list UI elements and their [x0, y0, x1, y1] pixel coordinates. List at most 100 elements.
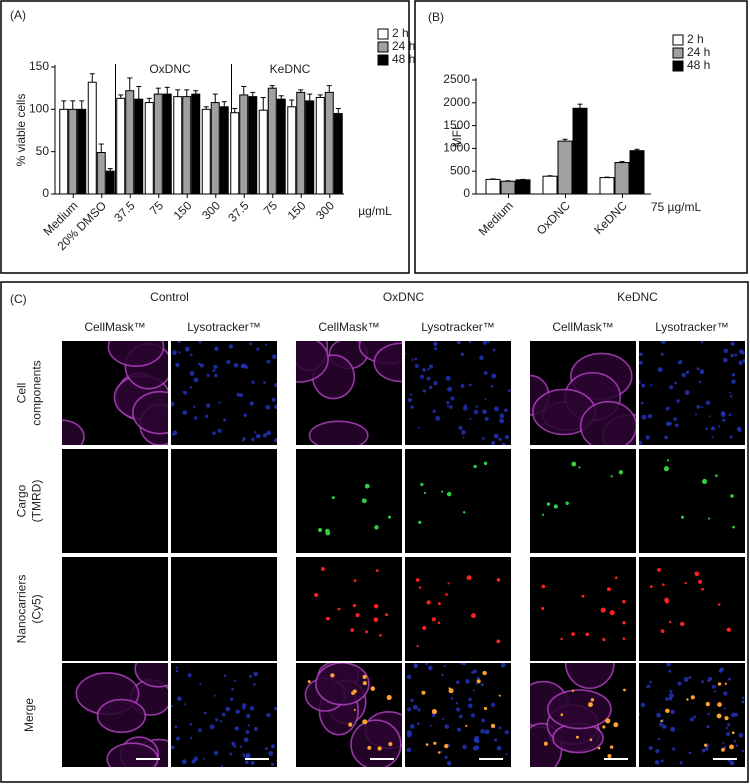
lysosome: [742, 359, 745, 363]
bar: [219, 106, 229, 195]
particle: [708, 517, 711, 520]
lysosome: [199, 363, 204, 368]
lysosome: [507, 389, 511, 392]
lysosome: [468, 341, 472, 344]
particle: [437, 602, 441, 606]
lysosome: [696, 367, 700, 371]
lysosome: [670, 726, 676, 732]
lysosome: [639, 360, 643, 365]
legend-label: 24 h: [687, 45, 710, 59]
lysosome: [455, 680, 460, 685]
particle: [609, 610, 615, 616]
particle: [571, 689, 575, 692]
lysosome: [406, 747, 412, 753]
lysosome: [249, 674, 253, 678]
particle: [618, 470, 624, 475]
lysosome: [253, 683, 256, 686]
bar: [557, 140, 573, 195]
lysosome: [720, 412, 726, 418]
lysosome: [482, 409, 487, 415]
particle: [431, 617, 436, 622]
lysosome: [262, 433, 267, 438]
bar: [599, 177, 615, 195]
lysosome: [189, 736, 193, 740]
lysosome: [193, 405, 196, 408]
particle: [585, 632, 590, 637]
lysosome: [221, 712, 226, 717]
micrograph: [639, 449, 745, 553]
lysosome: [734, 712, 739, 717]
lysosome: [253, 726, 258, 732]
lysosome: [440, 750, 443, 753]
panel-label: (C): [10, 292, 27, 306]
lysosome: [699, 369, 705, 375]
lysosome: [228, 344, 233, 349]
lysosome: [274, 404, 277, 410]
particle: [694, 571, 700, 577]
lysosome: [417, 708, 421, 712]
particle: [721, 747, 725, 752]
lysosome: [413, 664, 418, 669]
micrograph: [296, 557, 402, 661]
lysosome: [445, 375, 451, 381]
lysosome: [220, 765, 224, 767]
particle: [307, 680, 311, 684]
lysosome: [429, 385, 433, 390]
bar: [96, 152, 106, 195]
cell-outline: [96, 698, 147, 734]
lysosome: [175, 666, 178, 669]
lysosome: [417, 426, 420, 429]
legend-label: 2 h: [687, 32, 704, 46]
bar: [59, 108, 69, 195]
lysosome: [204, 414, 209, 419]
lysosome: [219, 719, 223, 723]
particle: [724, 715, 729, 721]
micrograph-content: [418, 461, 488, 524]
lysosome: [660, 341, 666, 345]
lysosome: [443, 664, 446, 668]
particle: [717, 682, 722, 686]
lysosome: [458, 714, 463, 719]
cell-outline: [350, 719, 402, 767]
bar: [485, 178, 501, 195]
lysosome: [741, 749, 744, 753]
particle: [587, 702, 593, 708]
lysosome: [674, 423, 679, 428]
legend-swatch: [377, 54, 389, 66]
lysosome: [684, 390, 690, 395]
particle: [362, 681, 367, 686]
lysosome: [455, 702, 459, 705]
lysosome: [723, 707, 726, 710]
lysosome: [214, 346, 219, 351]
x-tick-label: 300: [313, 198, 337, 222]
lysosome: [171, 401, 175, 407]
particle: [657, 567, 661, 572]
lysosome: [226, 360, 231, 365]
micrograph: [405, 449, 511, 553]
particle: [605, 718, 611, 724]
lysosome: [729, 760, 735, 766]
micrograph-content: [62, 341, 168, 445]
lysosome: [233, 679, 236, 682]
lysosome: [733, 740, 737, 743]
lysosome: [723, 348, 729, 354]
lysosome: [450, 396, 455, 401]
lysosome: [499, 413, 505, 419]
particle: [731, 731, 735, 735]
lysosome: [484, 729, 490, 735]
lysosome: [491, 373, 497, 379]
micrograph-content: [649, 567, 731, 633]
lysosome: [730, 353, 734, 358]
lysosome: [197, 362, 201, 366]
particle: [665, 708, 670, 714]
particle: [610, 475, 613, 478]
panel-b-frame: [414, 0, 748, 274]
lysosome: [689, 717, 694, 722]
particle: [541, 513, 545, 516]
particle: [496, 578, 501, 582]
lysosome: [707, 676, 713, 681]
lysosome: [708, 415, 711, 418]
bar: [239, 94, 249, 195]
lysosome: [422, 389, 426, 393]
micrograph-content: [415, 575, 501, 648]
